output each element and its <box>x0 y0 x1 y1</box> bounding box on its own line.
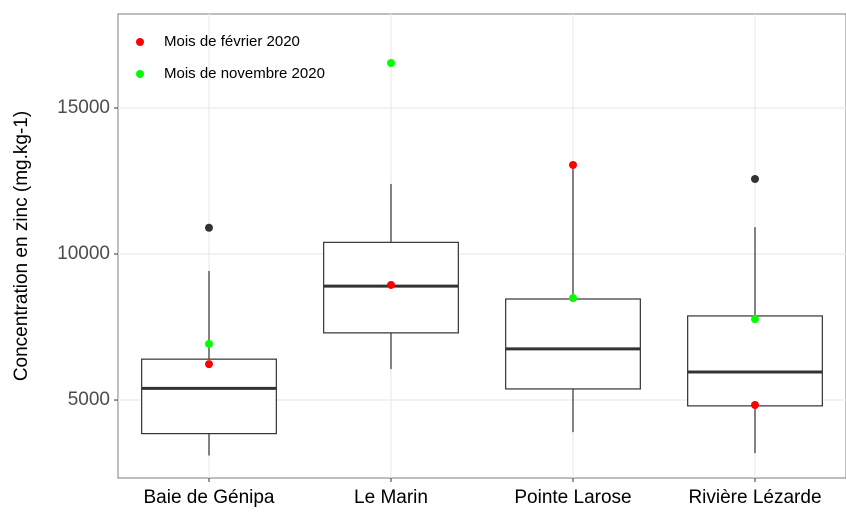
x-tick-label: Rivière Lézarde <box>688 487 821 508</box>
box <box>141 358 277 435</box>
x-tick-label: Pointe Larose <box>514 487 631 508</box>
point <box>205 360 213 369</box>
x-tick-label: Le Marin <box>354 487 428 508</box>
y-axis-title: Concentration en zinc (mg.kg-1) <box>11 111 32 381</box>
legend-label: Mois de novembre 2020 <box>164 65 325 82</box>
point <box>751 400 759 409</box>
box <box>687 315 823 407</box>
x-tick-label: Baie de Génipa <box>144 487 275 508</box>
box <box>505 298 641 390</box>
y-tick-label: 10000 <box>57 243 110 264</box>
point <box>387 280 395 289</box>
point <box>205 339 213 348</box>
point <box>569 160 577 169</box>
legend-label: Mois de février 2020 <box>164 33 300 50</box>
y-tick-label: 15000 <box>57 97 110 118</box>
point <box>751 315 759 324</box>
legend-marker <box>136 70 144 78</box>
y-tick-label: 5000 <box>68 389 110 410</box>
point <box>387 59 395 68</box>
point <box>569 294 577 303</box>
outlier <box>205 223 213 232</box>
legend-marker <box>136 38 144 46</box>
outlier <box>751 174 759 183</box>
